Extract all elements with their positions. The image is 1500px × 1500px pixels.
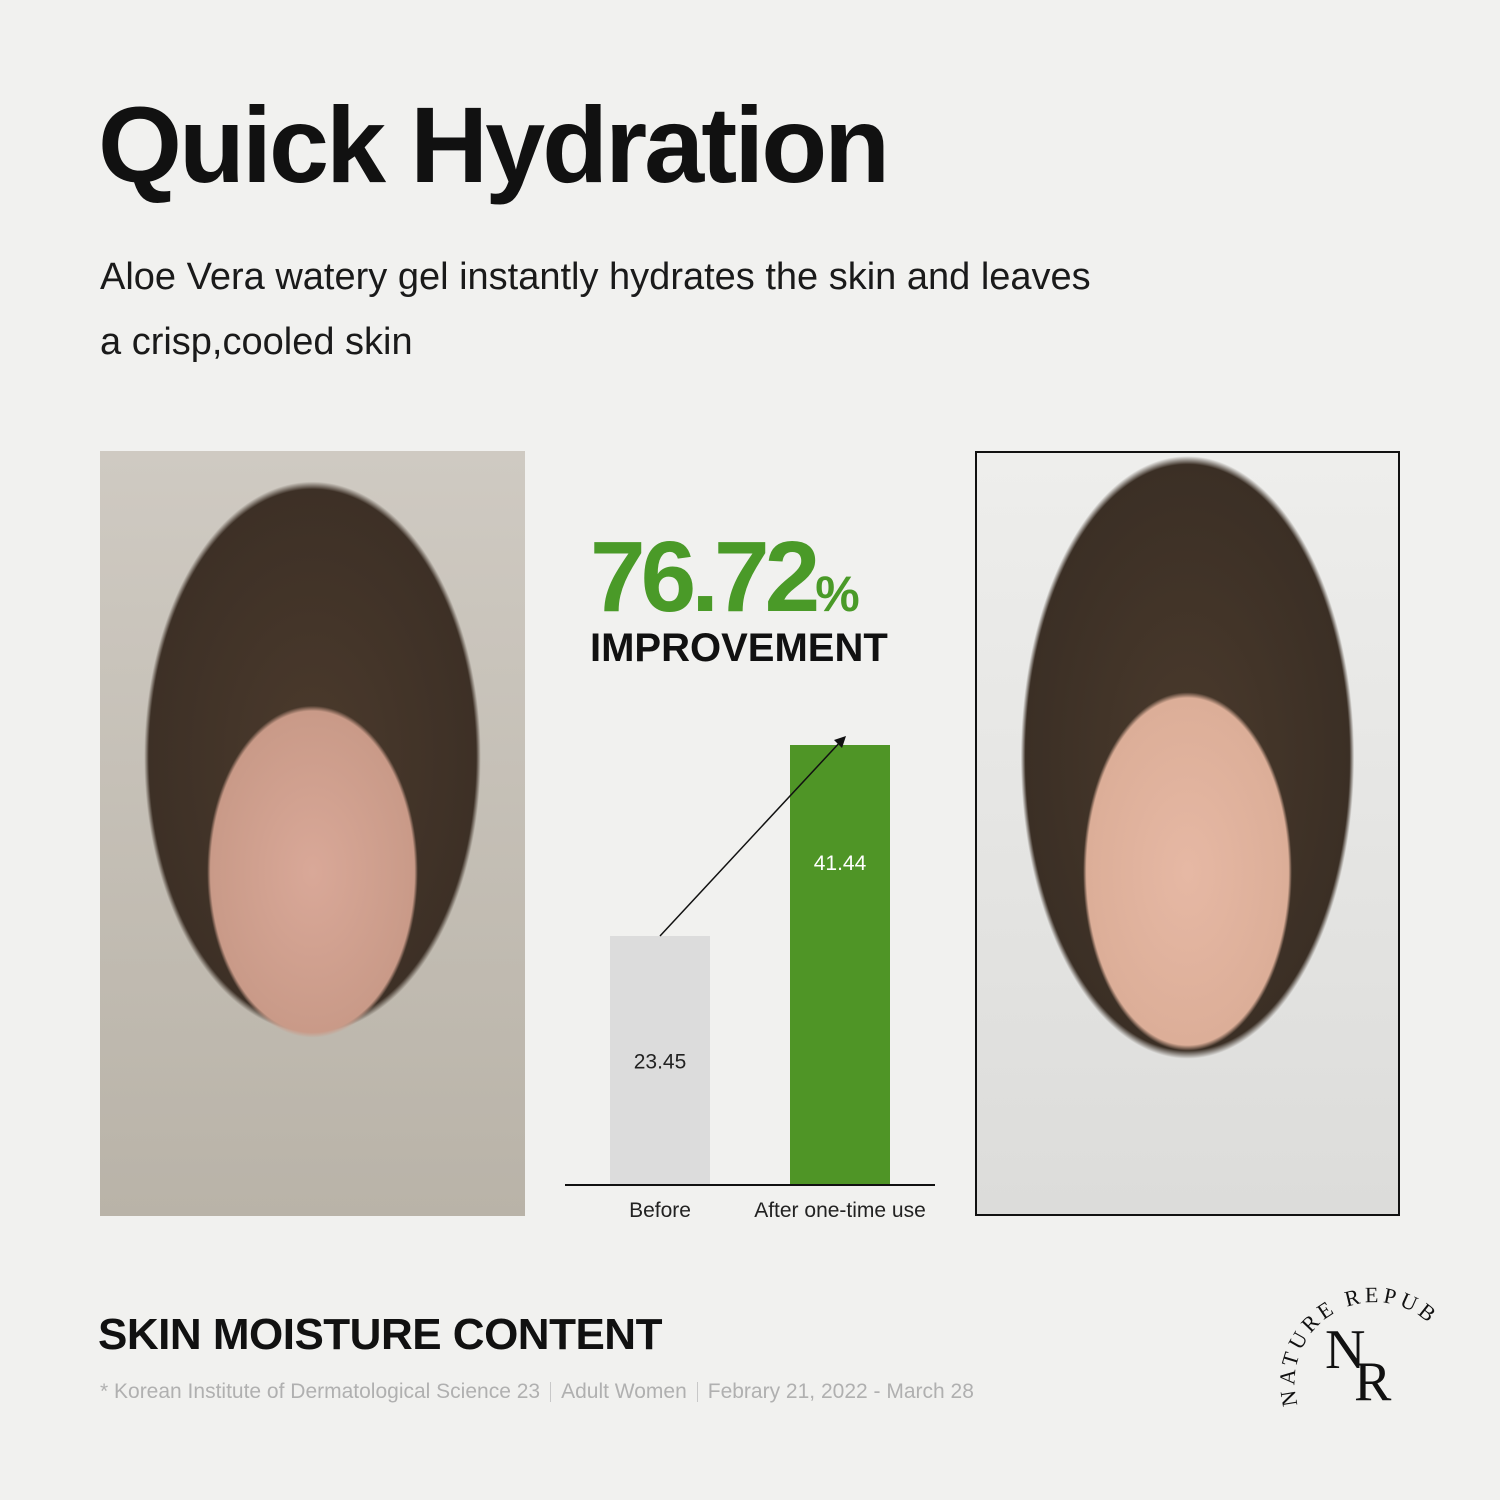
improvement-label: IMPROVEMENT xyxy=(590,626,888,670)
source-subjects: Adult Women xyxy=(561,1380,687,1403)
section-title: SKIN MOISTURE CONTENT xyxy=(98,1310,662,1359)
svg-text:R: R xyxy=(1354,1351,1392,1413)
category-label-0: Before xyxy=(629,1199,691,1222)
trend-arrow xyxy=(659,739,843,937)
page-title: Quick Hydration xyxy=(98,84,890,205)
moisture-chart: 23.45 Before 41.44 After one-time use xyxy=(565,736,935,1222)
svg-text:N: N xyxy=(1325,1319,1365,1381)
data-label-1: 41.44 xyxy=(814,852,867,875)
category-label-1: After one-time use xyxy=(754,1199,926,1222)
bar-1 xyxy=(790,745,890,1185)
after-photo xyxy=(975,451,1400,1216)
subtitle: Aloe Vera watery gel instantly hydrates … xyxy=(100,256,1091,363)
bar-0 xyxy=(610,936,710,1185)
improvement-value: 76.72 xyxy=(590,521,820,633)
nature-republic-logo: NATURE REPUBLIC N R xyxy=(1250,1250,1440,1413)
source-dates: Febrary 21, 2022 - March 28 xyxy=(707,1380,974,1403)
arrow-head-icon xyxy=(834,736,846,748)
source-note: * Korean Institute of Dermatological Sci… xyxy=(100,1380,974,1404)
improvement-percent: 76.72% xyxy=(590,520,860,635)
improvement-unit: % xyxy=(815,566,860,622)
before-photo xyxy=(100,451,525,1216)
data-label-0: 23.45 xyxy=(634,1051,687,1074)
source-institute: * Korean Institute of Dermatological Sci… xyxy=(100,1380,541,1403)
